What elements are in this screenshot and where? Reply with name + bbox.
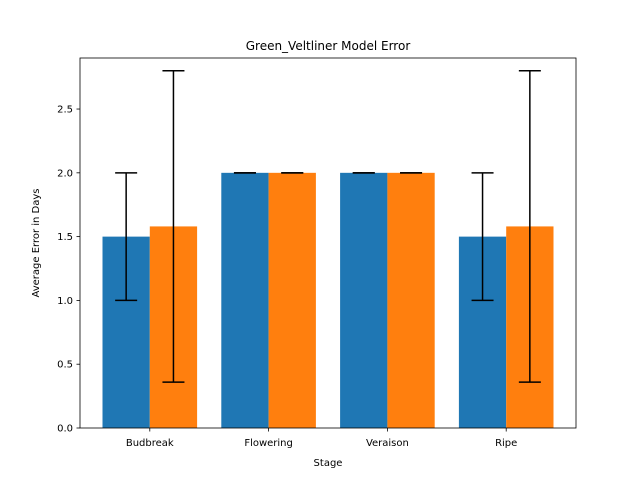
plot-frame [79,57,577,429]
bar-flowering-series-1 [221,172,269,428]
error-bar-budbreak-series-2 [162,70,185,383]
bar-veraison-series-1 [340,172,388,428]
x-tick-label: Ripe [495,438,517,449]
y-axis: 0.0 0.5 1.0 1.5 2.0 2.5 [57,105,80,435]
y-axis-label: Average Error in Days [31,188,42,297]
error-bar-ripe-series-1 [471,172,494,302]
y-tick-label: 2.5 [57,105,73,116]
y-tick-label: 1.5 [57,232,73,243]
error-bar-budbreak-series-1 [115,172,138,302]
y-tick-label: 0.0 [57,424,73,435]
x-axis-label: Stage [314,458,343,469]
x-tick-label: Flowering [244,438,293,449]
y-tick-label: 2.0 [57,168,73,179]
x-tick-label: Budbreak [126,438,174,449]
bars-layer [102,172,554,428]
x-tick-label: Veraison [366,438,409,449]
bar-flowering-series-2 [268,172,316,428]
chart-title: Green_Veltliner Model Error [246,39,411,53]
error-bar-ripe-series-2 [518,70,541,383]
x-axis: Budbreak Flowering Veraison Ripe [126,428,517,449]
error-bars-layer [115,70,541,383]
y-tick-label: 0.5 [57,360,73,371]
bar-veraison-series-2 [387,172,435,428]
y-tick-label: 1.0 [57,296,73,307]
